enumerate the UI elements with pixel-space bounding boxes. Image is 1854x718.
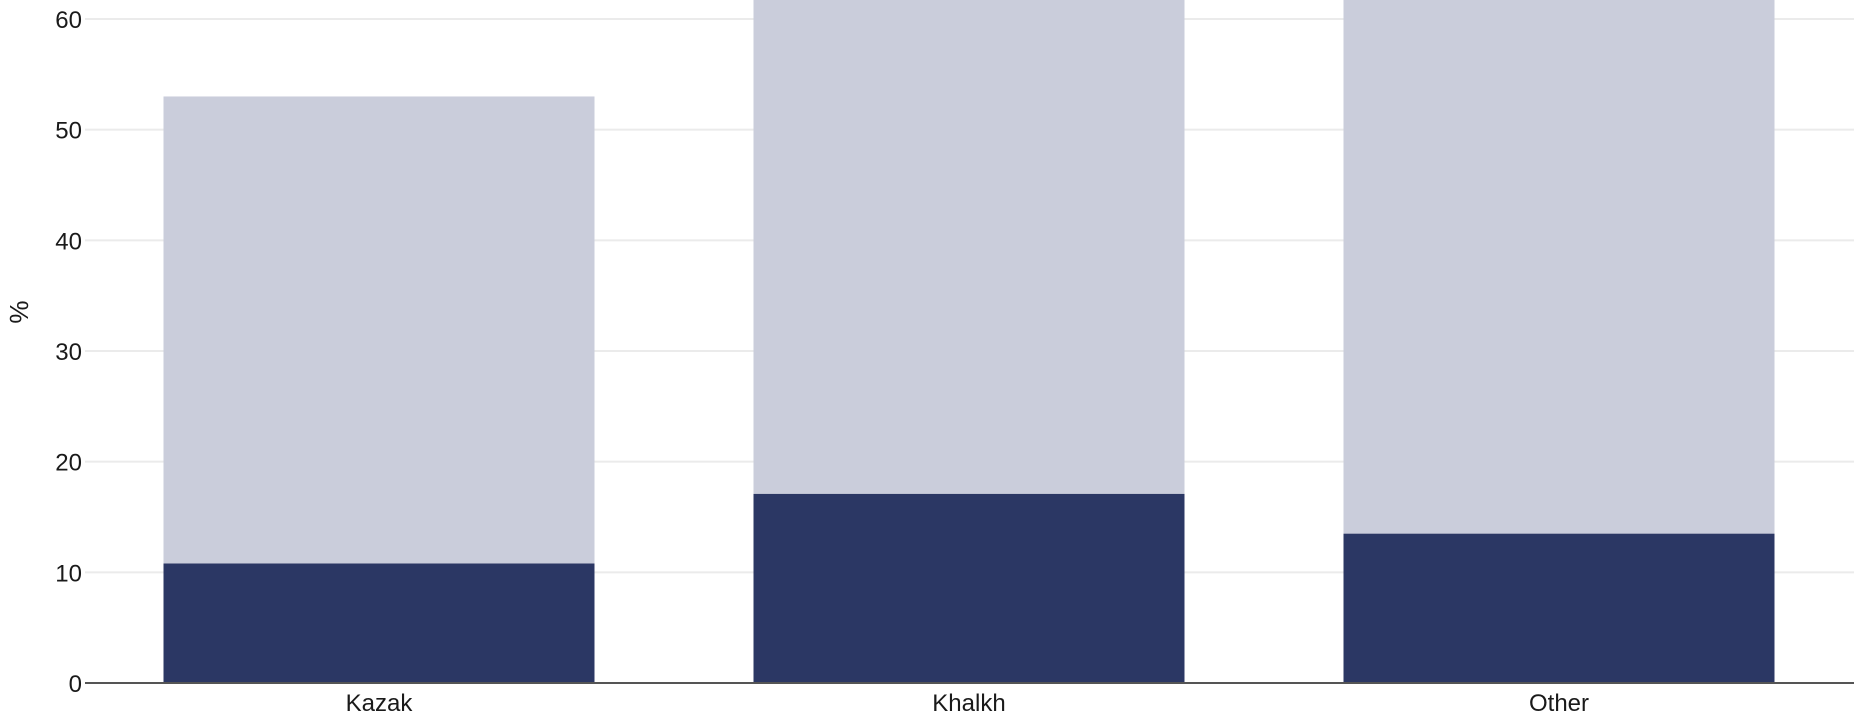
bar-other-segment-1 <box>1343 533 1775 683</box>
bar-kazak-segment-2 <box>163 96 595 564</box>
bar-kazak-segment-1 <box>163 563 595 683</box>
bars <box>163 0 1775 683</box>
x-tick-label-other: Other <box>1529 690 1589 717</box>
bar-khalkh-segment-1 <box>753 493 1185 683</box>
y-tick-label-0: 0 <box>69 671 82 698</box>
x-tick-labels: Kazak Khalkh Other <box>346 690 1589 717</box>
y-tick-label-50: 50 <box>55 118 82 145</box>
y-tick-label-30: 30 <box>55 339 82 366</box>
y-tick-label-40: 40 <box>55 228 82 255</box>
bar-khalkh-segment-2 <box>753 0 1185 494</box>
x-tick-label-khalkh: Khalkh <box>932 690 1005 717</box>
y-tick-labels: 0 10 20 30 40 50 60 <box>55 7 82 698</box>
bar-other-segment-2 <box>1343 0 1775 534</box>
y-axis-title: % <box>4 300 34 323</box>
y-tick-label-60: 60 <box>55 7 82 34</box>
x-tick-label-kazak: Kazak <box>346 690 414 717</box>
y-tick-label-10: 10 <box>55 560 82 587</box>
y-tick-label-20: 20 <box>55 450 82 477</box>
